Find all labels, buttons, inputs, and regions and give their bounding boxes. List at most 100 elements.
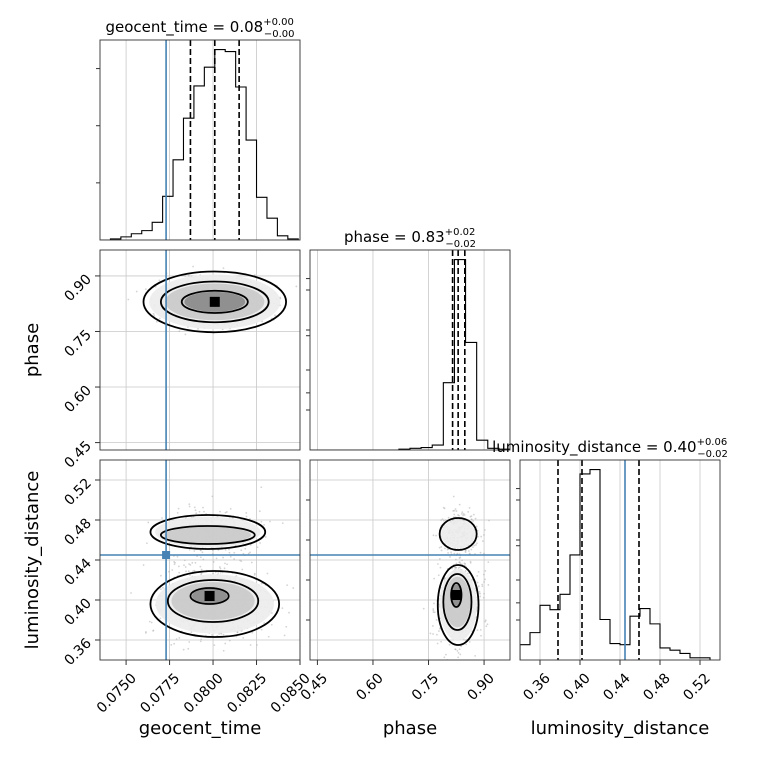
- sample-point: [445, 653, 447, 656]
- sample-point: [135, 290, 138, 293]
- y-tick-label: 0.52: [61, 476, 94, 509]
- sample-point: [462, 514, 465, 517]
- sample-point: [192, 265, 194, 268]
- sample-point: [435, 534, 437, 537]
- contour-level-2: [159, 525, 256, 545]
- sample-point: [211, 634, 213, 636]
- sample-point: [260, 520, 263, 523]
- contour-level-3: [436, 564, 480, 646]
- sample-point: [193, 550, 196, 552]
- sample-point: [470, 518, 473, 521]
- title-text: phase = 0.83: [344, 228, 445, 246]
- sample-point: [432, 625, 434, 627]
- sample-point: [444, 519, 447, 522]
- title-lower: −0.02: [697, 449, 728, 460]
- contour-level-2: [442, 573, 473, 631]
- sample-point: [440, 549, 443, 552]
- sample-point: [472, 520, 475, 522]
- sample-point: [457, 567, 460, 569]
- panel-frame: [99, 249, 301, 451]
- sample-point: [432, 633, 434, 635]
- sample-point: [429, 632, 432, 635]
- sample-point: [479, 592, 481, 595]
- sample-point: [245, 515, 248, 518]
- sample-point: [454, 648, 457, 651]
- sample-point: [224, 642, 227, 645]
- sample-point: [260, 628, 263, 631]
- sample-point: [480, 634, 482, 637]
- sample-point: [222, 649, 225, 652]
- contour-level-1: [450, 582, 463, 608]
- sample-point: [484, 620, 487, 623]
- sample-point: [479, 628, 482, 631]
- x-axis-label: phase: [383, 718, 437, 739]
- sample-point: [253, 274, 256, 276]
- sample-point: [447, 552, 449, 554]
- sample-point: [190, 631, 193, 634]
- sample-point: [454, 508, 457, 510]
- sample-point: [447, 516, 450, 519]
- x-tick-label: 0.75: [409, 670, 442, 703]
- sample-point: [481, 540, 484, 543]
- sample-point: [236, 631, 239, 634]
- sample-point: [224, 548, 227, 551]
- sample-point: [250, 561, 253, 564]
- sample-point: [433, 611, 436, 614]
- y-tick-label: 0.36: [61, 635, 94, 668]
- sample-point: [178, 330, 181, 333]
- sample-point: [222, 267, 225, 270]
- contour-level-1: [189, 587, 230, 605]
- sample-point: [259, 542, 262, 544]
- sample-point: [197, 327, 199, 330]
- sample-point: [438, 558, 441, 560]
- y-tick-label: 0.44: [61, 555, 94, 588]
- sample-point: [444, 547, 446, 550]
- sample-point: [470, 548, 473, 551]
- sample-point: [219, 567, 222, 570]
- sample-point: [438, 546, 441, 549]
- sample-point: [199, 565, 202, 568]
- sample-point: [281, 522, 284, 525]
- panel-title: phase = 0.83+0.02 −0.02: [344, 227, 476, 250]
- sample-point: [178, 636, 181, 639]
- sample-point: [455, 566, 458, 569]
- sample-point: [226, 563, 229, 566]
- sample-point: [472, 513, 475, 516]
- sample-point: [440, 640, 443, 643]
- sample-point: [487, 584, 490, 586]
- sample-point: [173, 642, 176, 645]
- sample-point: [185, 570, 187, 573]
- sample-point: [477, 585, 480, 588]
- density-peak: [204, 591, 215, 601]
- sample-point: [199, 640, 202, 643]
- sample-point: [198, 510, 201, 513]
- sample-point: [484, 578, 486, 581]
- sample-point: [435, 619, 438, 621]
- sample-point: [195, 512, 198, 515]
- sample-point: [456, 650, 459, 652]
- sample-point: [469, 560, 472, 563]
- sample-point: [213, 644, 216, 647]
- sample-point: [202, 558, 205, 561]
- sample-point: [202, 506, 204, 509]
- sample-point: [224, 562, 226, 565]
- sample-point: [247, 552, 250, 555]
- contour-level-2: [159, 280, 270, 324]
- sample-point: [182, 648, 185, 651]
- sample-point: [212, 561, 215, 563]
- sample-point: [191, 570, 194, 573]
- sample-point: [148, 620, 151, 623]
- sample-point: [440, 519, 443, 522]
- sample-point: [146, 542, 148, 545]
- sample-point: [463, 562, 466, 565]
- x-tick-label: 0.90: [464, 670, 497, 703]
- contour-level-3: [438, 517, 478, 551]
- sample-point: [454, 558, 457, 561]
- sample-point: [464, 551, 467, 554]
- x-tick-label: 0.40: [560, 670, 593, 703]
- sample-point: [436, 563, 439, 565]
- x-tick-label: 0.52: [680, 670, 713, 703]
- sample-point: [264, 536, 267, 538]
- sample-point: [201, 551, 204, 554]
- contour-level-3: [149, 570, 281, 638]
